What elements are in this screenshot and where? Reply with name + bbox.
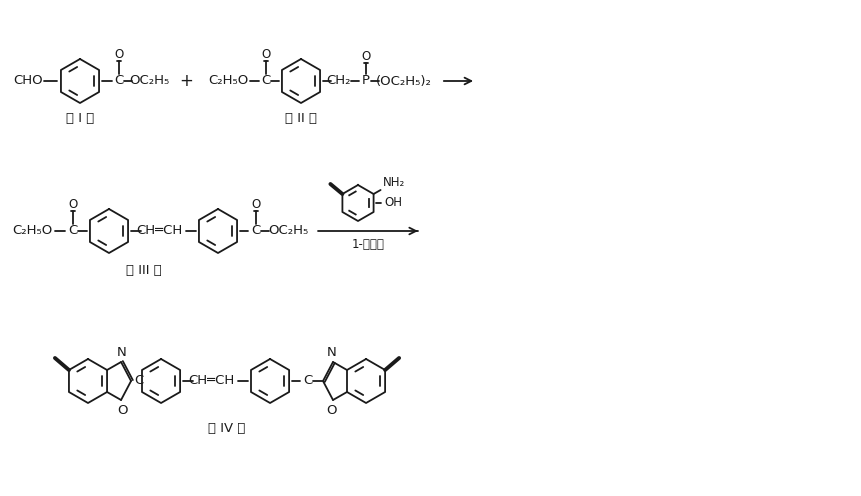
Text: O: O — [261, 48, 270, 61]
Text: C: C — [68, 225, 77, 238]
Text: O: O — [251, 197, 260, 210]
Text: C₂H₅O: C₂H₅O — [208, 74, 248, 87]
Text: C₂H₅O: C₂H₅O — [12, 225, 52, 238]
Text: OC₂H₅: OC₂H₅ — [129, 74, 169, 87]
Text: （ I ）: （ I ） — [65, 113, 94, 125]
Text: （ IV ）: （ IV ） — [208, 423, 245, 435]
Text: NH₂: NH₂ — [382, 176, 405, 188]
Text: （ III ）: （ III ） — [126, 264, 162, 277]
Text: C: C — [134, 374, 144, 387]
Text: N: N — [117, 347, 127, 360]
Text: C: C — [261, 74, 270, 87]
Text: +: + — [179, 72, 193, 90]
Text: O: O — [326, 404, 337, 417]
Text: O: O — [117, 404, 127, 417]
Text: O: O — [115, 48, 123, 61]
Text: O: O — [361, 50, 370, 62]
Text: C: C — [303, 374, 313, 387]
Text: C: C — [115, 74, 123, 87]
Text: OC₂H₅: OC₂H₅ — [268, 225, 307, 238]
Text: OH: OH — [383, 196, 401, 209]
Text: (OC₂H₅)₂: (OC₂H₅)₂ — [375, 74, 431, 87]
Text: CH═CH: CH═CH — [188, 374, 234, 387]
Text: CH₂: CH₂ — [326, 74, 350, 87]
Text: N: N — [326, 347, 337, 360]
Text: P: P — [362, 74, 369, 87]
Text: C: C — [251, 225, 260, 238]
Text: （ II ）: （ II ） — [285, 113, 317, 125]
Text: O: O — [68, 197, 77, 210]
Text: CHO: CHO — [13, 74, 43, 87]
Text: CH═CH: CH═CH — [136, 225, 182, 238]
Text: 1-甲基萘: 1-甲基萘 — [351, 239, 384, 251]
